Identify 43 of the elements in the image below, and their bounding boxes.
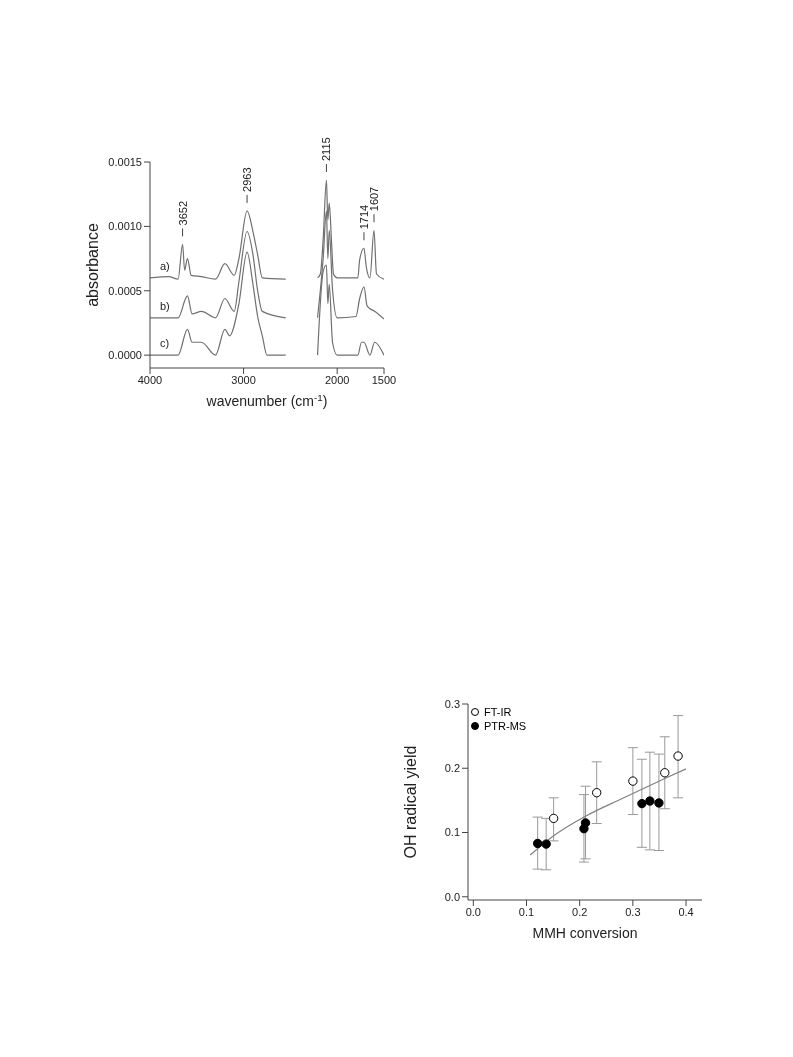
annotation: 1607 bbox=[367, 186, 380, 212]
x-tick-label: 0.2 bbox=[572, 905, 588, 918]
y-tick-label: 0.3 bbox=[444, 697, 460, 710]
x-tick-label: 0.4 bbox=[678, 905, 694, 918]
point bbox=[654, 798, 664, 808]
point bbox=[660, 768, 670, 778]
x-axis-title: wavenumber (cm$^{-1}$) bbox=[205, 391, 328, 409]
x-tick-label: 0.1 bbox=[518, 905, 535, 918]
point bbox=[645, 796, 655, 806]
annotation: 1714 bbox=[357, 204, 370, 230]
point bbox=[532, 838, 543, 849]
x-axis-title: MMH conversion bbox=[532, 925, 638, 941]
x-tick-label: 3000 bbox=[231, 373, 256, 386]
y-tick-label: 0.0 bbox=[444, 890, 460, 903]
x-tick-label: 0.3 bbox=[625, 905, 641, 918]
x-tick-label: 0.0 bbox=[465, 905, 481, 918]
point bbox=[548, 813, 559, 824]
series-label: c) bbox=[160, 337, 170, 350]
y-tick-label: 0.0010 bbox=[108, 220, 142, 233]
legend-label: PTR-MS bbox=[484, 720, 527, 732]
point bbox=[580, 818, 591, 828]
x-tick-label: 4000 bbox=[137, 373, 163, 386]
series-label: a) bbox=[160, 259, 170, 272]
y-tick-label: 0.0005 bbox=[108, 284, 142, 297]
legend-label: FT-IR bbox=[484, 706, 512, 718]
point bbox=[628, 776, 638, 786]
y-axis-title: absorbance bbox=[84, 223, 101, 307]
y-tick-label: 0.0015 bbox=[108, 155, 142, 168]
annotation: 2963 bbox=[241, 167, 254, 192]
annotation: 3652 bbox=[176, 200, 189, 226]
y-tick-label: 0.2 bbox=[444, 762, 460, 775]
x-tick-label: 1500 bbox=[371, 373, 397, 386]
point bbox=[541, 839, 551, 849]
y-axis-title: OH radical yield bbox=[402, 745, 419, 859]
line-series bbox=[529, 768, 687, 856]
point bbox=[592, 788, 602, 798]
series-label: b) bbox=[160, 299, 170, 312]
y-tick-label: 0.1 bbox=[444, 826, 460, 839]
annotation: 2115 bbox=[320, 137, 333, 162]
y-tick-label: 0.0000 bbox=[108, 349, 142, 362]
x-tick-label: 2000 bbox=[324, 373, 350, 386]
point bbox=[673, 751, 683, 761]
point bbox=[637, 798, 647, 809]
